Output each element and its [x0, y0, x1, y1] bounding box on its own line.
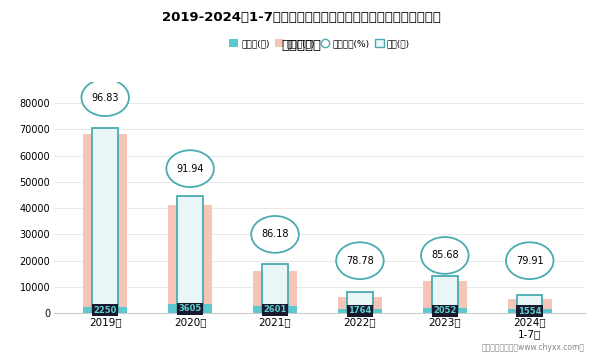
- Text: 86.18: 86.18: [261, 229, 289, 239]
- Bar: [347, 292, 373, 313]
- Ellipse shape: [81, 79, 129, 116]
- Legend: 出口量(辆), 内销量(辆), 内销占比(%), 产量(辆): 出口量(辆), 内销量(辆), 内销占比(%), 产量(辆): [226, 36, 414, 52]
- Bar: [168, 205, 212, 313]
- Bar: [168, 304, 212, 313]
- Bar: [83, 135, 127, 313]
- Bar: [177, 196, 203, 313]
- Text: 2052: 2052: [433, 306, 456, 315]
- Ellipse shape: [421, 237, 469, 274]
- Ellipse shape: [506, 242, 554, 279]
- Text: 情况统计图: 情况统计图: [282, 39, 321, 52]
- Ellipse shape: [251, 216, 299, 253]
- Ellipse shape: [166, 150, 214, 187]
- Text: 3605: 3605: [178, 304, 202, 313]
- Bar: [517, 295, 543, 313]
- Bar: [508, 309, 552, 313]
- Text: 96.83: 96.83: [92, 93, 119, 103]
- Bar: [253, 271, 297, 313]
- Text: 79.91: 79.91: [516, 256, 543, 266]
- Bar: [508, 299, 552, 313]
- Text: 2250: 2250: [93, 306, 117, 315]
- Text: 85.68: 85.68: [431, 250, 459, 261]
- Text: 91.94: 91.94: [176, 164, 204, 174]
- Bar: [432, 276, 458, 313]
- Text: 制图：智研咨询（www.chyxx.com）: 制图：智研咨询（www.chyxx.com）: [482, 344, 585, 352]
- Bar: [262, 264, 288, 313]
- Text: 2019-2024年1-7月江苏林芝山阳集团有限公司摩托车产销及出口: 2019-2024年1-7月江苏林芝山阳集团有限公司摩托车产销及出口: [162, 11, 441, 24]
- Bar: [423, 308, 467, 313]
- Bar: [253, 307, 297, 313]
- Text: 1554: 1554: [518, 307, 541, 316]
- Text: 78.78: 78.78: [346, 256, 374, 266]
- Text: 1764: 1764: [348, 307, 371, 315]
- Bar: [92, 128, 118, 313]
- Ellipse shape: [336, 242, 384, 279]
- Bar: [338, 309, 382, 313]
- Bar: [338, 297, 382, 313]
- Bar: [423, 281, 467, 313]
- Text: 2601: 2601: [264, 305, 286, 314]
- Bar: [83, 307, 127, 313]
